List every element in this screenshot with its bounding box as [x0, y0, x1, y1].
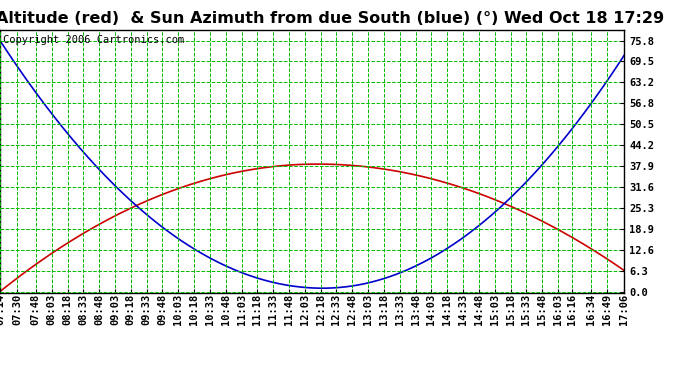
Text: Copyright 2006 Cartronics.com: Copyright 2006 Cartronics.com	[3, 35, 184, 45]
Text: Sun Altitude (red)  & Sun Azimuth from due South (blue) (°) Wed Oct 18 17:29: Sun Altitude (red) & Sun Azimuth from du…	[0, 11, 664, 26]
